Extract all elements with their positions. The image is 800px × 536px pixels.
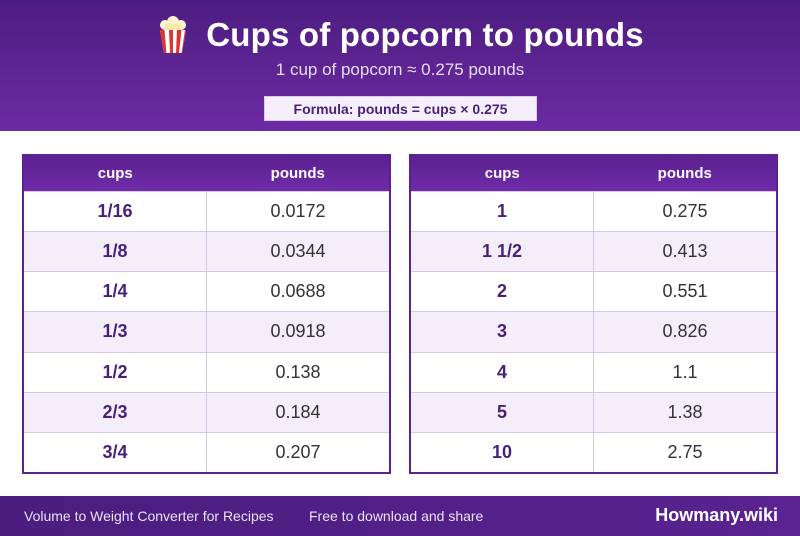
cups-cell: 1 bbox=[410, 190, 594, 232]
popcorn-icon bbox=[160, 16, 187, 53]
pounds-cell: 0.0344 bbox=[206, 230, 390, 272]
table-row: 1 0.275 bbox=[410, 190, 777, 232]
table-row: 3 0.826 bbox=[410, 311, 777, 353]
cups-cell: 2 bbox=[410, 271, 594, 312]
table-row: 10 2.75 bbox=[410, 432, 777, 473]
pounds-cell: 1.38 bbox=[593, 391, 777, 433]
page-subtitle: 1 cup of popcorn ≈ 0.275 pounds bbox=[275, 60, 525, 79]
formula-box: Formula: pounds = cups × 0.275 bbox=[264, 96, 537, 121]
table-header-row: cups pounds bbox=[23, 155, 390, 191]
cups-cell: 5 bbox=[410, 391, 594, 433]
table-row: 2 0.551 bbox=[410, 271, 777, 312]
pounds-cell: 0.275 bbox=[593, 190, 777, 232]
table-row: 1/16 0.0172 bbox=[23, 190, 390, 232]
pounds-cell: 0.138 bbox=[206, 351, 390, 393]
title-row: Cups of popcorn to pounds bbox=[0, 14, 800, 56]
cups-cell: 3/4 bbox=[23, 432, 207, 473]
cups-cell: 3 bbox=[410, 311, 594, 353]
conversion-table-right: cups pounds 1 0.275 1 1/2 0.413 2 0.551 … bbox=[409, 154, 778, 474]
pounds-cell: 0.0688 bbox=[206, 271, 390, 312]
table-row: 1/3 0.0918 bbox=[23, 311, 390, 353]
cups-cell: 10 bbox=[410, 432, 594, 473]
footer-bar: Volume to Weight Converter for Recipes F… bbox=[0, 496, 800, 536]
table-row: 1/2 0.138 bbox=[23, 351, 390, 393]
table-row: 1/4 0.0688 bbox=[23, 271, 390, 312]
pounds-cell: 0.184 bbox=[206, 391, 390, 433]
pounds-cell: 0.551 bbox=[593, 271, 777, 312]
column-header-cups: cups bbox=[23, 155, 207, 191]
cups-cell: 4 bbox=[410, 351, 594, 393]
pounds-cell: 0.207 bbox=[206, 432, 390, 473]
cups-cell: 1/4 bbox=[23, 271, 207, 312]
table-row: 3/4 0.207 bbox=[23, 432, 390, 473]
brand-link[interactable]: Howmany.wiki bbox=[655, 505, 778, 525]
pounds-cell: 0.413 bbox=[593, 230, 777, 272]
cups-cell: 1/3 bbox=[23, 311, 207, 353]
column-header-pounds: pounds bbox=[593, 155, 777, 191]
table-row: 1/8 0.0344 bbox=[23, 230, 390, 272]
page-title: Cups of popcorn to pounds bbox=[206, 16, 644, 53]
table-header-row: cups pounds bbox=[410, 155, 777, 191]
conversion-table-left: cups pounds 1/16 0.0172 1/8 0.0344 1/4 0… bbox=[22, 154, 391, 474]
column-header-cups: cups bbox=[410, 155, 594, 191]
cups-cell: 2/3 bbox=[23, 391, 207, 433]
header-banner: Cups of popcorn to pounds 1 cup of popco… bbox=[0, 0, 800, 131]
pounds-cell: 1.1 bbox=[593, 351, 777, 393]
footer-left-text: Volume to Weight Converter for Recipes bbox=[24, 508, 274, 524]
table-row: 5 1.38 bbox=[410, 391, 777, 433]
table-row: 2/3 0.184 bbox=[23, 391, 390, 433]
cups-cell: 1/16 bbox=[23, 190, 207, 232]
cups-cell: 1/2 bbox=[23, 351, 207, 393]
pounds-cell: 0.826 bbox=[593, 311, 777, 353]
cups-cell: 1 1/2 bbox=[410, 230, 594, 272]
pounds-cell: 0.0172 bbox=[206, 190, 390, 232]
cups-cell: 1/8 bbox=[23, 230, 207, 272]
footer-mid-text: Free to download and share bbox=[309, 508, 484, 524]
table-row: 1 1/2 0.413 bbox=[410, 230, 777, 272]
pounds-cell: 0.0918 bbox=[206, 311, 390, 353]
table-row: 4 1.1 bbox=[410, 351, 777, 393]
pounds-cell: 2.75 bbox=[593, 432, 777, 473]
column-header-pounds: pounds bbox=[206, 155, 390, 191]
